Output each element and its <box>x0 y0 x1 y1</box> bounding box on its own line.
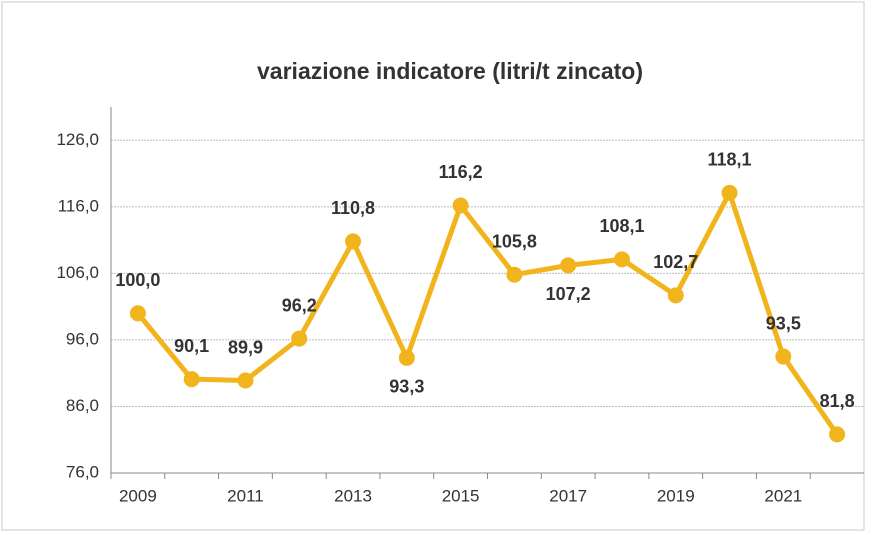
marker <box>829 426 846 443</box>
marker <box>183 371 200 388</box>
marker <box>237 372 254 389</box>
value-label: 116,2 <box>439 162 483 182</box>
marker <box>345 233 362 250</box>
value-label: 105,8 <box>492 231 537 251</box>
value-label: 110,8 <box>331 198 375 218</box>
value-label: 89,9 <box>228 337 263 357</box>
value-label: 108,1 <box>599 216 644 236</box>
marker <box>398 349 415 366</box>
marker <box>506 266 523 283</box>
marker <box>667 287 684 304</box>
x-tick-label: 2019 <box>657 486 695 505</box>
marker <box>721 184 738 201</box>
y-tick-label: 86,0 <box>66 396 99 415</box>
chart-border <box>1 1 865 531</box>
value-label: 81,8 <box>820 391 855 411</box>
y-tick-label: 96,0 <box>66 329 99 348</box>
y-tick-label: 116,0 <box>58 196 99 215</box>
x-tick-label: 2017 <box>549 486 587 505</box>
value-label: 102,7 <box>653 252 698 272</box>
marker <box>291 330 308 347</box>
y-tick-label: 76,0 <box>66 462 99 481</box>
x-tick-label: 2015 <box>442 486 480 505</box>
value-label: 107,2 <box>546 284 591 304</box>
value-label: 118,1 <box>708 150 752 170</box>
x-tick-label: 2009 <box>119 486 157 505</box>
value-label: 93,5 <box>766 313 801 333</box>
x-tick-label: 2011 <box>227 486 264 505</box>
x-tick-label: 2013 <box>334 486 372 505</box>
value-label: 93,3 <box>389 377 424 397</box>
marker <box>613 251 630 268</box>
marker <box>452 197 469 214</box>
value-label: 90,1 <box>174 336 209 356</box>
y-tick-label: 126,0 <box>56 130 99 149</box>
value-label: 96,2 <box>282 295 317 315</box>
marker <box>775 348 792 365</box>
marker <box>560 257 577 274</box>
value-label: 100,0 <box>115 270 160 290</box>
y-tick-label: 106,0 <box>56 263 99 282</box>
chart-title: variazione indicatore (litri/t zincato) <box>257 58 643 84</box>
line <box>135 190 840 436</box>
x-tick-label: 2021 <box>764 486 802 505</box>
marker <box>129 305 146 322</box>
